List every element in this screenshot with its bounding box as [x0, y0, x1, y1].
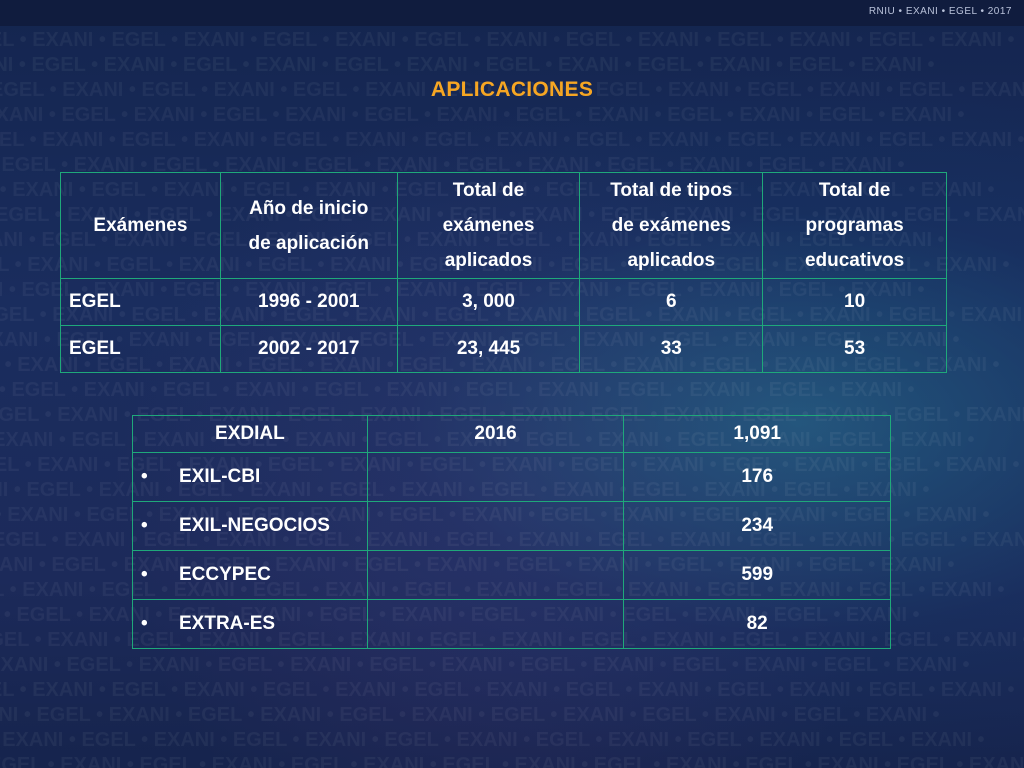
cell-exam: • EXTRA-ES — [132, 599, 368, 649]
cell-total: 599 — [623, 550, 891, 600]
cell-year — [366, 452, 625, 502]
cell-total-types: 33 — [579, 325, 764, 373]
cell-exam: • ECCYPEC — [132, 550, 368, 600]
cell-total-exams: 3, 000 — [396, 278, 581, 326]
header-total-programas: Total de programas educativos — [762, 172, 947, 279]
cell-year — [366, 550, 625, 600]
cell-total-types: 6 — [579, 278, 764, 326]
cell-year — [366, 599, 625, 649]
top-bar: RNIU • EXANI • EGEL • 2017 — [0, 0, 1024, 26]
cell-year: 2016 — [366, 415, 625, 453]
header-total-tipos: Total de tipos de exámenes aplicados — [579, 172, 764, 279]
cell-total-exams: 23, 445 — [396, 325, 581, 373]
table-row: • EXTRA-ES 82 — [132, 599, 891, 649]
bullet-icon: • — [141, 613, 148, 634]
header-examenes: Exámenes — [60, 172, 221, 279]
exams-table: Exámenes Año de inicio de aplicación Tot… — [60, 172, 947, 373]
cell-exam: • EXIL-CBI — [132, 452, 368, 502]
table-row: EGEL 1996 - 2001 3, 000 6 10 — [60, 278, 947, 326]
header-total-examenes: Total de exámenes aplicados — [396, 172, 581, 279]
cell-total-programs: 53 — [762, 325, 947, 373]
cell-year: 1996 - 2001 — [219, 278, 398, 326]
cell-total: 82 — [623, 599, 891, 649]
cell-exam: • EXIL-NEGOCIOS — [132, 501, 368, 551]
cell-total: 1,091 — [623, 415, 891, 453]
table-header-row: Exámenes Año de inicio de aplicación Tot… — [60, 172, 947, 279]
cell-exam: EGEL — [60, 325, 221, 373]
bullet-icon: • — [141, 466, 148, 487]
table-row: EGEL 2002 - 2017 23, 445 33 53 — [60, 325, 947, 373]
background-watermark: EGEL • EXANI • EGEL • EXANI • EGEL • EXA… — [0, 29, 1024, 768]
cell-total: 234 — [623, 501, 891, 551]
header-anio-inicio: Año de inicio de aplicación — [219, 172, 398, 279]
exdial-table: EXDIAL 2016 1,091 • EXIL-CBI 176 • EXIL-NE… — [132, 415, 891, 649]
bullet-icon: • — [141, 564, 148, 585]
table-row: • ECCYPEC 599 — [132, 550, 891, 600]
cell-total-programs: 10 — [762, 278, 947, 326]
table-row: • EXIL-CBI 176 — [132, 452, 891, 502]
cell-exam: EGEL — [60, 278, 221, 326]
bullet-icon: • — [141, 515, 148, 536]
cell-total: 176 — [623, 452, 891, 502]
cell-year — [366, 501, 625, 551]
table-row: • EXIL-NEGOCIOS 234 — [132, 501, 891, 551]
page-title: APLICACIONES — [430, 78, 594, 101]
cell-year: 2002 - 2017 — [219, 325, 398, 373]
cell-exam: EXDIAL — [132, 415, 368, 453]
table-header-row: EXDIAL 2016 1,091 — [132, 415, 891, 453]
brand-label: RNIU • EXANI • EGEL • 2017 — [868, 6, 1012, 17]
